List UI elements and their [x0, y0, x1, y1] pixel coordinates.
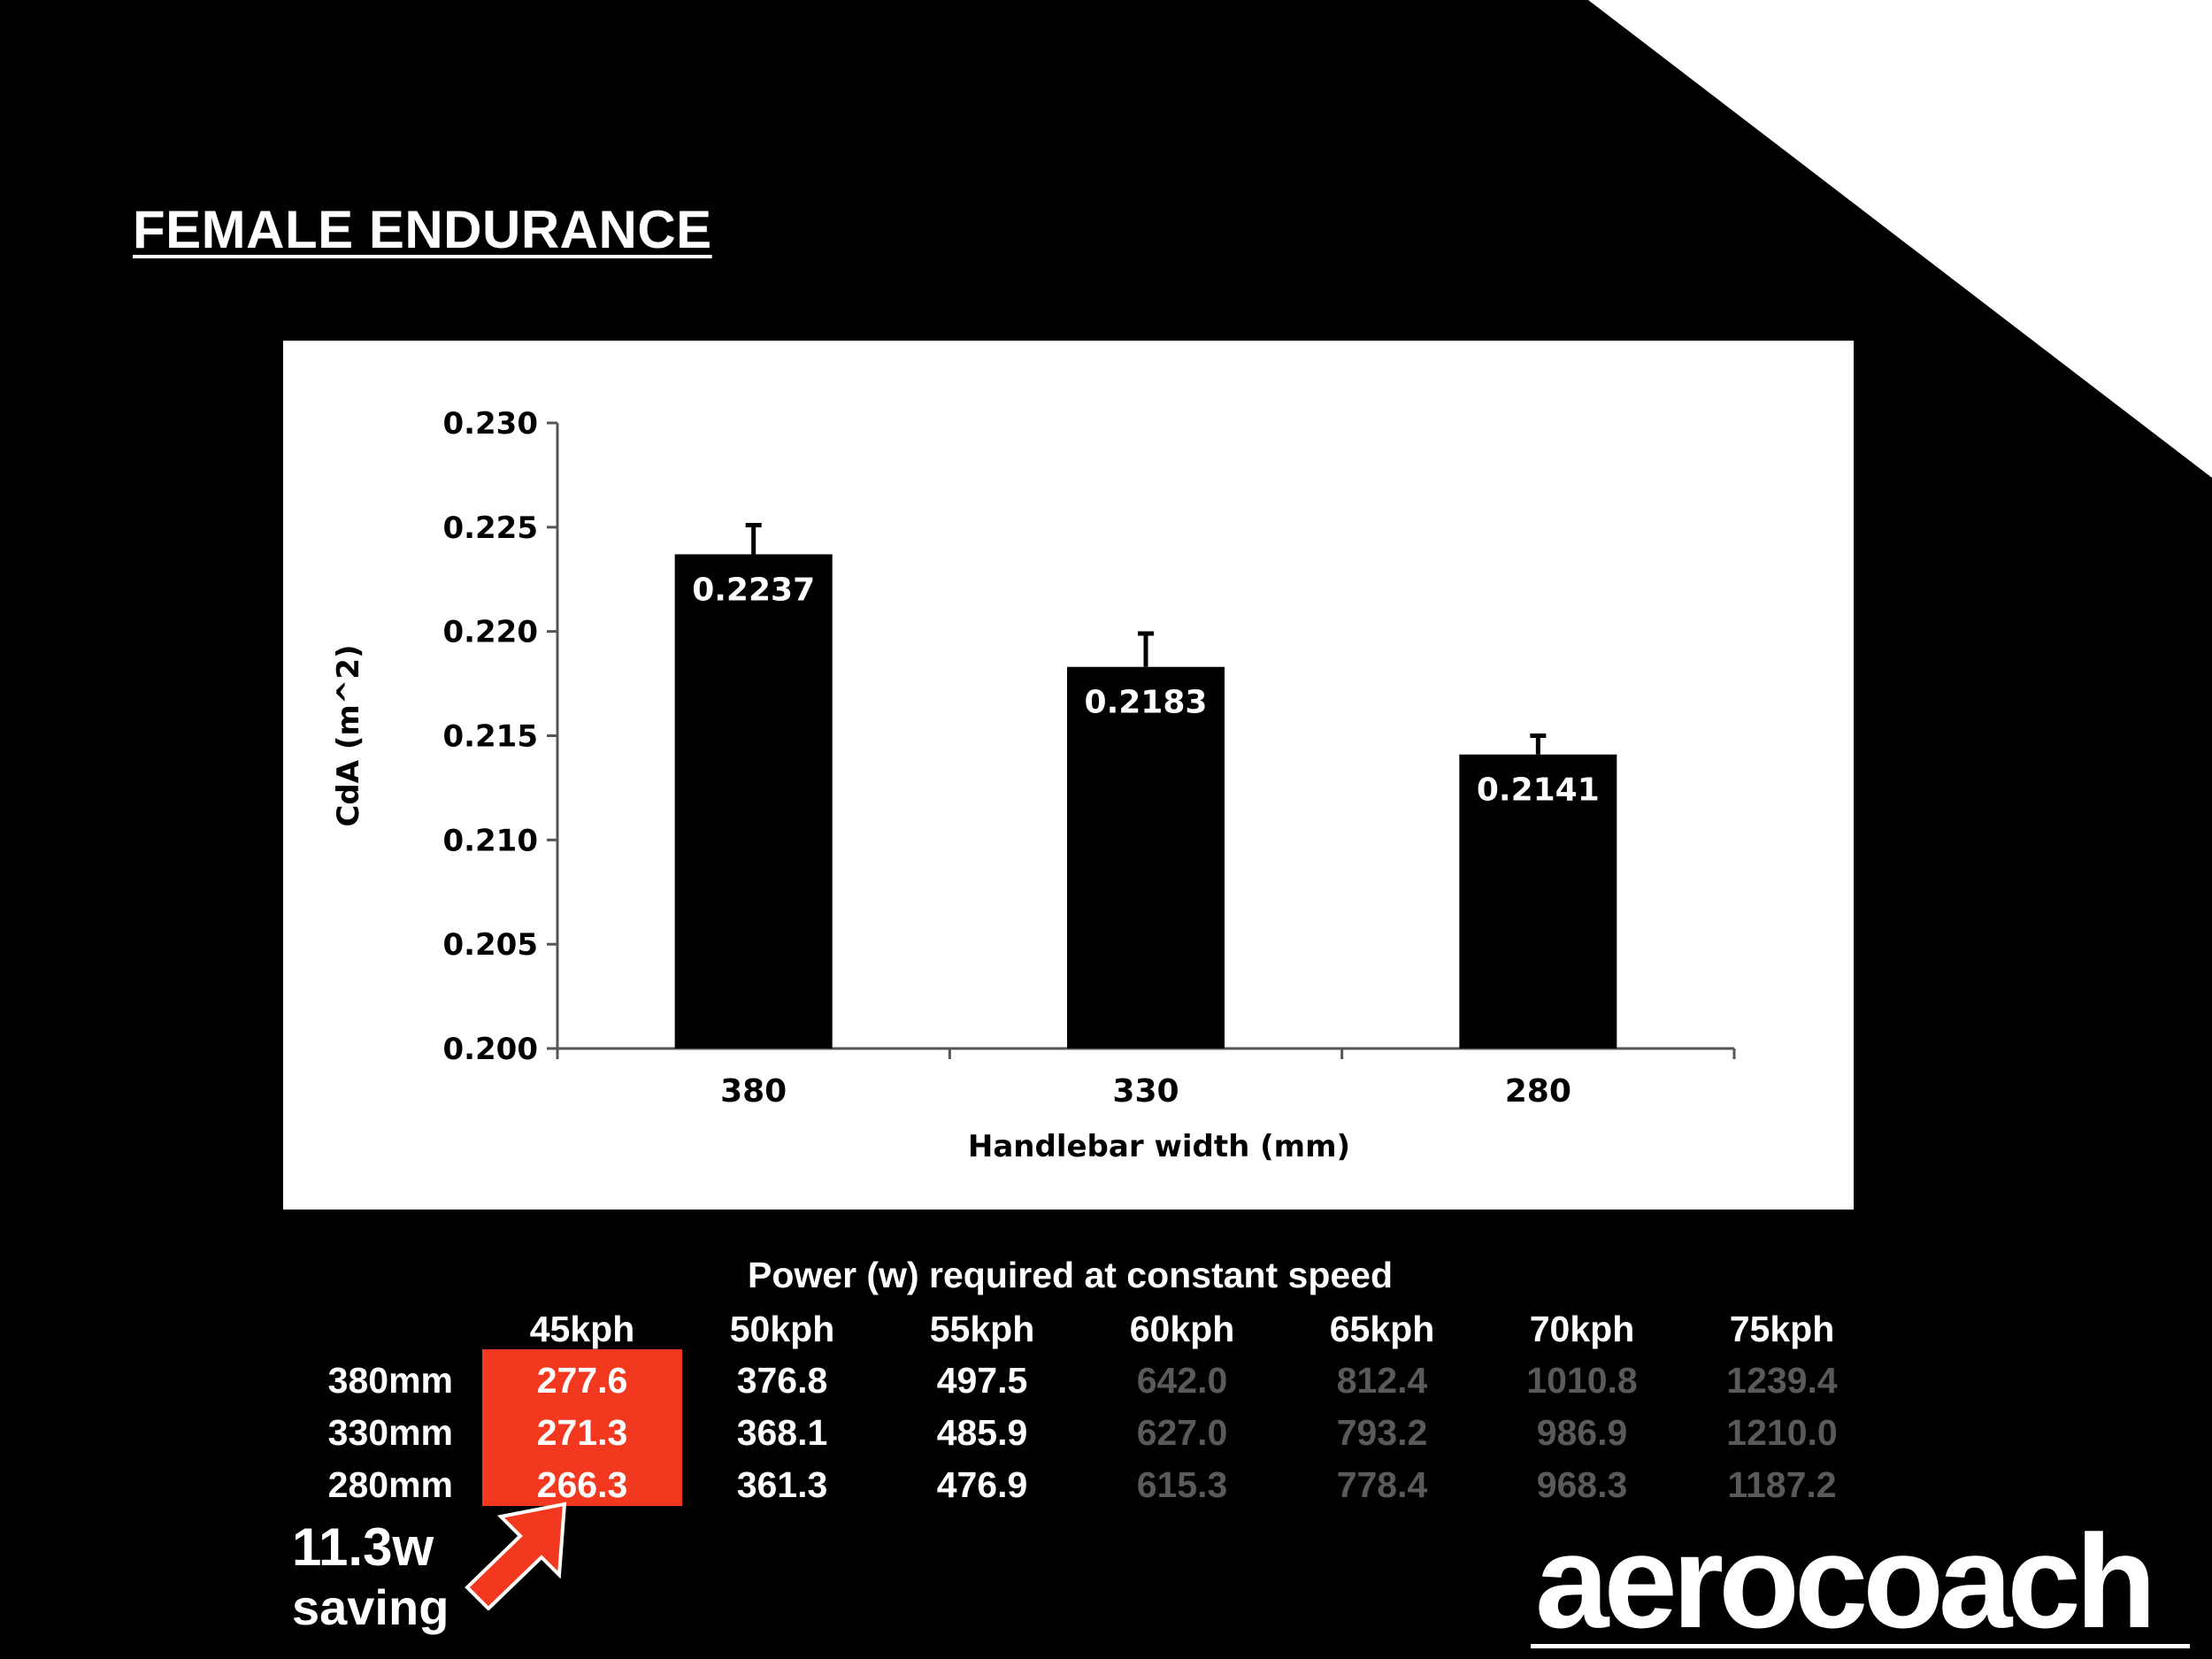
- table-cell: 476.9: [936, 1464, 1028, 1505]
- power-table-title: Power (w) required at constant speed: [748, 1255, 1394, 1295]
- y-tick-label: 0.225: [442, 511, 538, 546]
- brand-logo: aerocoach: [1535, 1507, 2156, 1655]
- table-cell: 277.6: [536, 1360, 628, 1401]
- bar-data-label: 0.2141: [1477, 772, 1600, 809]
- table-cell: 1239.4: [1726, 1360, 1838, 1401]
- bar-data-label: 0.2183: [1085, 685, 1208, 721]
- table-cell: 266.3: [536, 1464, 628, 1505]
- bar: [1459, 754, 1617, 1048]
- table-cell: 1187.2: [1727, 1464, 1837, 1505]
- highlight-column-block: [482, 1349, 682, 1506]
- y-tick-label: 0.210: [442, 823, 538, 858]
- table-cell: 1010.8: [1526, 1360, 1638, 1401]
- saving-amount: 11.3w: [292, 1517, 434, 1577]
- table-cell: 376.8: [736, 1360, 828, 1401]
- column-header: 50kph: [729, 1309, 835, 1349]
- bar-chart: 0.200 0.205 0.210 0.215 0.220 0.225 0.230 CdA (…: [331, 406, 1736, 1164]
- table-cell: 497.5: [936, 1360, 1028, 1401]
- x-tick-label: 330: [1112, 1073, 1179, 1110]
- x-tick-label: 280: [1505, 1073, 1571, 1110]
- table-cell: 361.3: [736, 1464, 828, 1505]
- bar: [674, 554, 833, 1048]
- table-cell: 485.9: [936, 1412, 1028, 1453]
- y-tick-label: 0.205: [442, 927, 538, 963]
- table-cell: 778.4: [1336, 1464, 1428, 1505]
- y-tick-label: 0.220: [442, 615, 538, 650]
- table-cell: 986.9: [1536, 1412, 1628, 1453]
- table-cell: 271.3: [536, 1412, 628, 1453]
- column-header: 45kph: [529, 1309, 635, 1349]
- table-cell: 968.3: [1536, 1464, 1628, 1505]
- logo-underline: [1531, 1644, 2190, 1648]
- table-cell: 642.0: [1136, 1360, 1228, 1401]
- saving-annotation: 11.3w saving: [292, 1517, 449, 1638]
- y-tick-label: 0.200: [442, 1032, 538, 1067]
- bar: [1067, 666, 1225, 1048]
- y-tick-label: 0.215: [442, 719, 538, 755]
- row-label: 380mm: [327, 1360, 453, 1401]
- row-label: 280mm: [327, 1464, 453, 1505]
- y-tick-label: 0.230: [442, 406, 538, 442]
- table-cell: 615.3: [1136, 1464, 1228, 1505]
- table-cell: 812.4: [1336, 1360, 1428, 1401]
- bar-data-label: 0.2237: [692, 572, 815, 608]
- column-header: 55kph: [929, 1309, 1035, 1349]
- arrow-icon: [465, 1502, 567, 1610]
- saving-label: saving: [292, 1579, 449, 1635]
- table-cell: 368.1: [736, 1412, 828, 1453]
- y-axis-label: CdA (m^2): [331, 644, 366, 826]
- table-cell: 627.0: [1136, 1412, 1228, 1453]
- column-header: 70kph: [1529, 1309, 1635, 1349]
- x-axis-label: Handlebar width (mm): [968, 1129, 1350, 1164]
- table-cell: 1210.0: [1726, 1412, 1838, 1453]
- column-header: 65kph: [1329, 1309, 1435, 1349]
- row-label: 330mm: [327, 1412, 453, 1453]
- table-cell: 793.2: [1336, 1412, 1428, 1453]
- column-header: 75kph: [1729, 1309, 1835, 1349]
- slide-title: FEMALE ENDURANCE: [133, 200, 712, 259]
- x-tick-label: 380: [720, 1073, 787, 1110]
- chart-panel: 0.200 0.205 0.210 0.215 0.220 0.225 0.230 CdA (…: [283, 341, 1854, 1210]
- column-header: 60kph: [1129, 1309, 1235, 1349]
